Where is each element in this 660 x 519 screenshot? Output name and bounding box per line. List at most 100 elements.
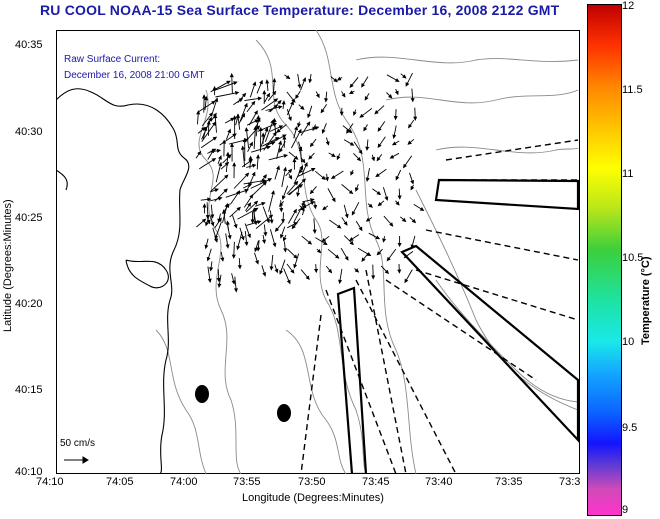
- current-vector-head: [247, 183, 253, 188]
- current-vector-head: [392, 134, 397, 140]
- current-vector-head: [272, 242, 277, 248]
- current-vector-head: [240, 145, 245, 150]
- current-vector-head: [294, 180, 299, 186]
- x-tick-label: 74:00: [170, 476, 198, 488]
- current-vector-head: [224, 202, 229, 208]
- current-vector-head: [291, 224, 296, 230]
- current-vector-head: [407, 123, 413, 129]
- current-vector-head: [250, 219, 255, 224]
- current-vector-head: [312, 126, 317, 132]
- x-tick-label: 73:3: [559, 476, 581, 488]
- current-vector-head: [308, 155, 313, 160]
- current-vector-head: [287, 168, 293, 174]
- current-vector-head: [209, 267, 214, 272]
- current-vector-head: [204, 244, 209, 250]
- station-marker[interactable]: [195, 385, 209, 403]
- current-vector: [293, 201, 305, 223]
- current-vector-head: [272, 117, 277, 123]
- current-vector-head: [278, 140, 283, 145]
- colorbar-tick: 9: [622, 504, 629, 516]
- current-vector: [281, 167, 287, 188]
- colorbar-tick: 11.5: [622, 84, 643, 96]
- current-vector-head: [255, 125, 261, 130]
- current-vector-head: [299, 165, 303, 170]
- current-vector-head: [211, 148, 217, 153]
- current-vector-head: [240, 236, 245, 241]
- current-vector-head: [301, 201, 305, 206]
- current-vector-head: [267, 178, 273, 182]
- current-vector-head: [346, 129, 351, 134]
- current-vector-head: [217, 196, 223, 201]
- current-vector-head: [270, 141, 276, 146]
- current-vector-head: [262, 239, 267, 245]
- current-vector-head: [403, 254, 409, 259]
- current-vector-head: [402, 74, 407, 79]
- current-vector-head: [321, 237, 327, 243]
- sea-surface-map[interactable]: [56, 30, 580, 474]
- current-vector-head: [233, 288, 238, 293]
- colorbar-tick: 11: [622, 168, 634, 180]
- current-vector-head: [273, 98, 279, 103]
- current-vector-head: [288, 175, 293, 180]
- station-marker[interactable]: [277, 404, 291, 422]
- current-vector: [255, 214, 273, 229]
- current-vector-head: [293, 208, 297, 214]
- current-vector-head: [222, 139, 227, 144]
- current-vector-head: [322, 206, 327, 211]
- current-vector: [238, 103, 248, 126]
- current-vector-head: [266, 145, 271, 150]
- current-vector-head: [361, 257, 366, 262]
- current-vector: [257, 123, 277, 132]
- current-vector-head: [223, 188, 228, 193]
- x-tick-label: 73:40: [425, 476, 453, 488]
- current-vector-head: [274, 268, 279, 274]
- current-vector-head: [273, 104, 279, 109]
- current-vector-head: [272, 90, 277, 96]
- current-vector-head: [279, 207, 284, 213]
- y-tick-label: 40:25: [15, 212, 43, 224]
- current-vector-head: [213, 113, 218, 119]
- current-vector-head: [247, 233, 251, 239]
- current-vector-head: [338, 279, 343, 285]
- current-vector-head: [300, 206, 305, 212]
- current-vector-head: [230, 117, 235, 122]
- current-vector: [250, 178, 272, 189]
- current-vector-head: [295, 94, 300, 100]
- current-vector-head: [231, 254, 236, 259]
- current-vector: [263, 132, 277, 151]
- current-vector-head: [227, 235, 232, 240]
- current-vector-head: [419, 206, 425, 211]
- current-vector: [233, 172, 249, 189]
- current-vector-head: [225, 244, 230, 249]
- current-vector-head: [225, 151, 230, 157]
- current-vector-head: [256, 114, 261, 120]
- current-vector-head: [276, 128, 281, 133]
- map-title: RU COOL NOAA-15 Sea Surface Temperature:…: [40, 2, 560, 18]
- current-vector-head: [309, 189, 315, 195]
- current-vector: [251, 146, 271, 153]
- current-vector-head: [262, 174, 267, 179]
- current-vector-head: [274, 227, 280, 233]
- current-vector-head: [256, 117, 261, 123]
- current-vector-head: [310, 168, 316, 172]
- survey-track-lines: [300, 139, 579, 474]
- current-vector-head: [388, 94, 393, 99]
- current-vector-head: [352, 111, 357, 116]
- current-vector-head: [279, 234, 284, 239]
- bathymetry-contours: [155, 30, 579, 474]
- current-vector-head: [233, 223, 238, 229]
- current-vector-head: [217, 283, 222, 289]
- current-vector-head: [261, 132, 266, 137]
- current-vector-head: [291, 98, 296, 103]
- current-vector-head: [321, 129, 326, 134]
- current-vector-head: [303, 162, 308, 167]
- current-vector-head: [233, 81, 238, 86]
- current-vector-head: [208, 112, 214, 117]
- current-vector-head: [269, 266, 274, 271]
- x-tick-label: 73:35: [495, 476, 523, 488]
- current-vector-head: [214, 238, 218, 243]
- y-tick-label: 40:15: [15, 384, 43, 396]
- current-vector-head: [320, 108, 325, 114]
- current-vector-head: [407, 140, 412, 145]
- current-vector-head: [310, 201, 315, 205]
